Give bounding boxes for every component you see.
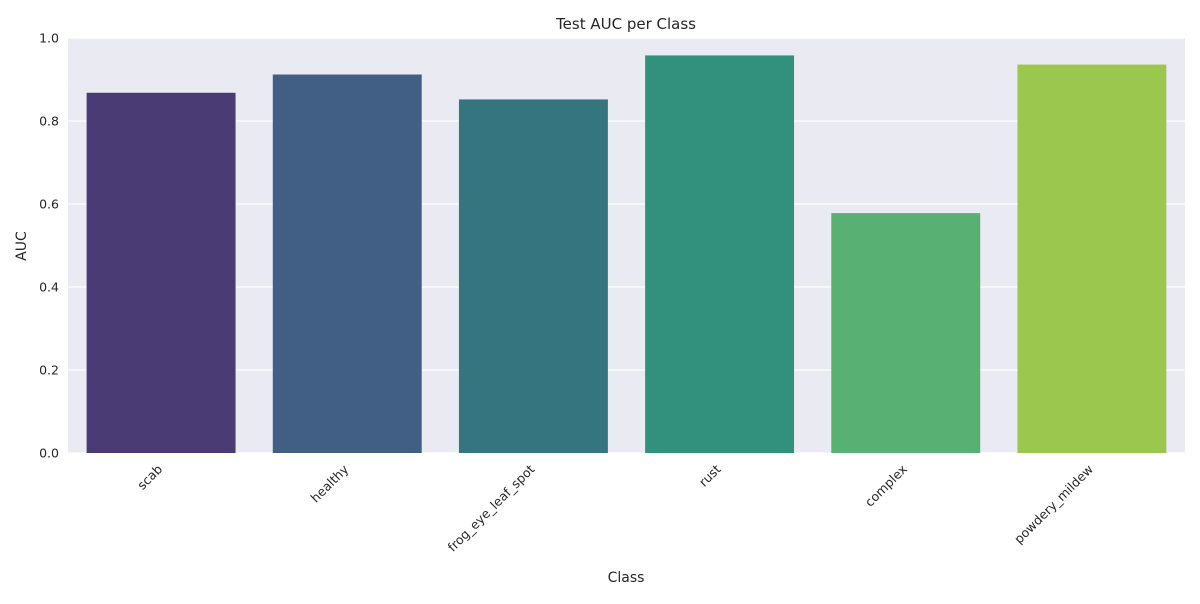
x-axis-ticks: scab healthy frog_eye_leaf_spot rust complex… xyxy=(134,461,1096,554)
bar-scab xyxy=(86,92,236,453)
y-tick-label: 1.0 xyxy=(39,31,59,46)
chart-title: Test AUC per Class xyxy=(555,15,696,33)
bar-healthy xyxy=(272,74,422,454)
bar-frog-eye-leaf-spot xyxy=(458,99,608,454)
y-tick-label: 0.8 xyxy=(39,114,59,129)
y-tick-label: 0.0 xyxy=(39,446,59,461)
bar-complex xyxy=(831,213,981,453)
grid-lines xyxy=(68,37,1185,454)
x-tick-label: complex xyxy=(862,462,910,510)
x-axis-label: Class xyxy=(608,570,645,586)
bars xyxy=(86,55,1167,454)
x-tick-label: frog_eye_leaf_spot xyxy=(444,461,537,554)
y-axis-label: AUC xyxy=(14,231,30,261)
x-tick-label: rust xyxy=(696,461,724,489)
x-tick-label: scab xyxy=(134,461,165,492)
y-tick-label: 0.6 xyxy=(39,197,59,212)
bar-rust xyxy=(645,55,795,454)
y-axis-ticks: 0.0 0.2 0.4 0.6 0.8 1.0 xyxy=(39,31,59,461)
x-tick-label: healthy xyxy=(308,461,352,505)
y-tick-label: 0.2 xyxy=(39,363,59,378)
x-tick-label: powdery_mildew xyxy=(1011,462,1096,547)
bar-powdery-mildew xyxy=(1017,64,1167,453)
plot-area xyxy=(68,38,1185,453)
y-tick-label: 0.4 xyxy=(39,280,59,295)
